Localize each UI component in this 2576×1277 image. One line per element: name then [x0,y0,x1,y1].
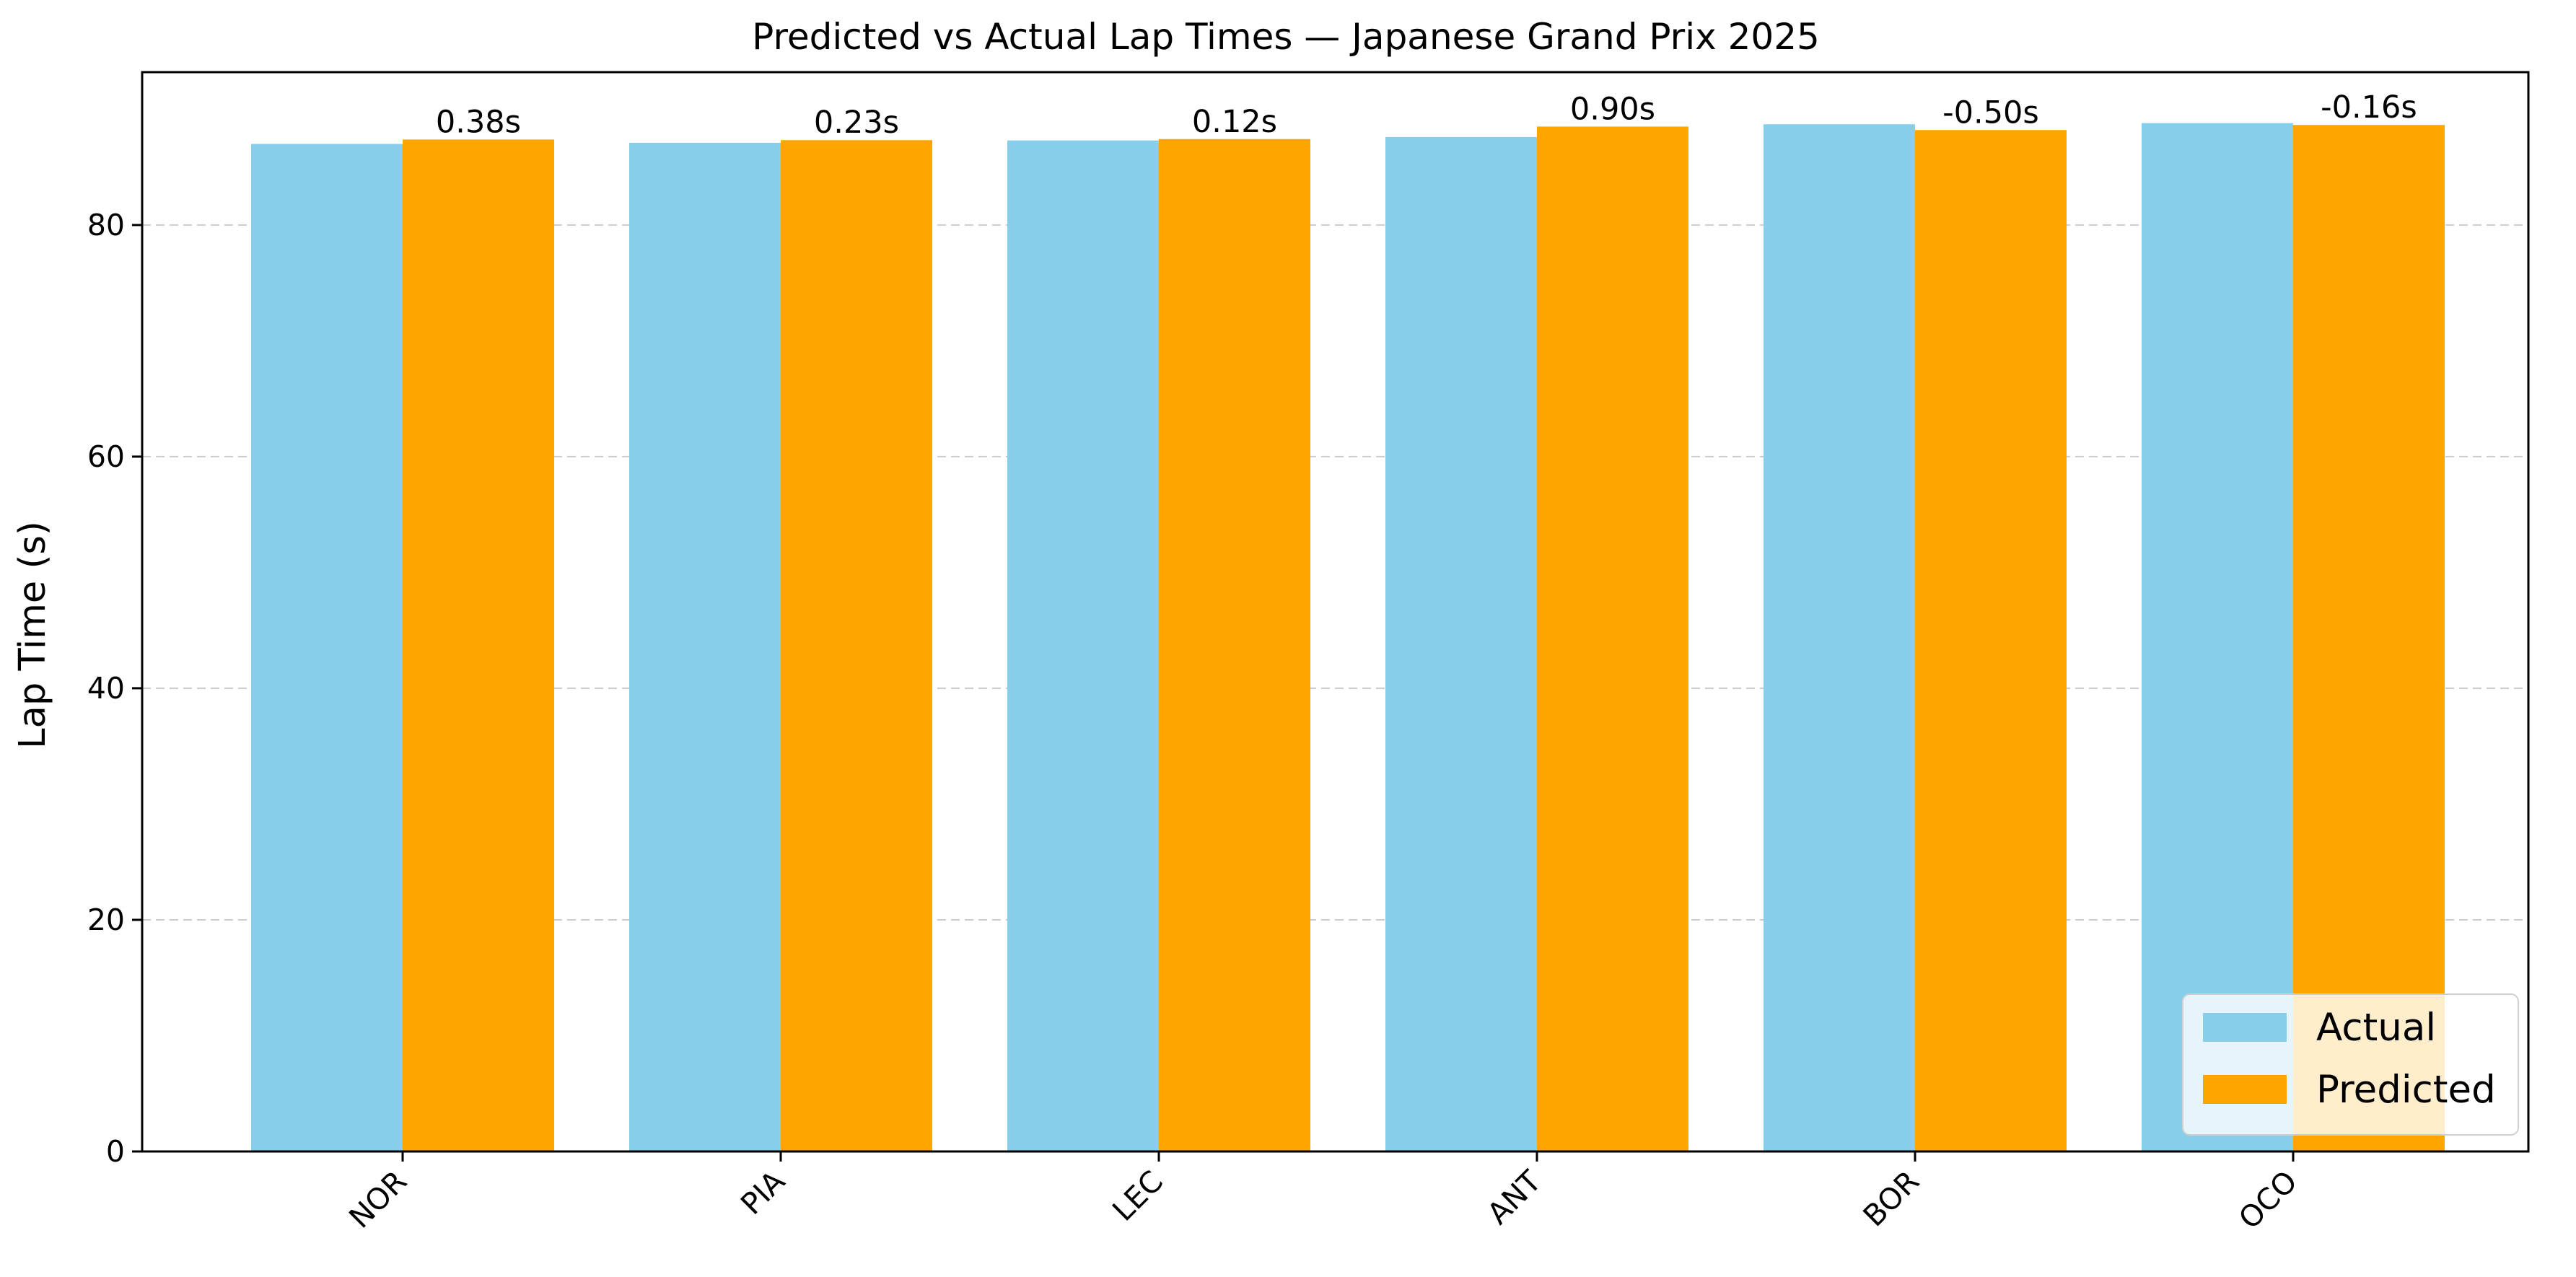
bar-predicted-oco [2293,125,2445,1152]
y-tick-label-0: 0 [106,1134,125,1169]
legend: Actual Predicted [2182,993,2519,1136]
bar-predicted-ant [1537,126,1688,1152]
x-tick-label-oco: OCO [2232,1164,2304,1236]
data-label-bor: -0.50s [1942,95,2039,131]
x-tick-label-nor: NOR [342,1164,413,1235]
bar-predicted-nor [403,139,554,1152]
x-tick-label-ant: ANT [1481,1163,1548,1231]
bar-predicted-lec [1159,139,1310,1151]
data-label-nor: 0.38s [436,104,521,140]
bar-actual-oco [2142,123,2293,1152]
bar-actual-pia [629,142,781,1151]
bar-predicted-bor [1915,130,2067,1151]
bar-actual-nor [251,144,403,1152]
x-tick-label-pia: PIA [734,1164,792,1221]
x-axis-ticks: NOR PIA LEC ANT BOR OCO [342,1151,2304,1236]
data-label-oco: -0.16s [2321,89,2417,126]
y-axis-ticks: 0 20 40 60 80 [87,208,142,1169]
data-label-ant: 0.90s [1570,91,1655,127]
y-axis-label: Lap Time (s) [12,521,54,749]
legend-label-actual: Actual [2316,1006,2436,1050]
bar-actual-lec [1007,140,1159,1151]
bar-actual-ant [1385,136,1537,1151]
legend-label-predicted: Predicted [2316,1068,2496,1112]
plot-frame [141,71,2530,1153]
legend-swatch-actual [2203,1013,2287,1042]
x-tick-label-lec: LEC [1105,1164,1170,1228]
bar-actual-bor [1764,124,1915,1151]
data-label-lec: 0.12s [1192,104,1277,140]
y-tick-label-40: 40 [87,671,125,706]
bars [251,123,2445,1152]
y-tick-label-60: 60 [87,439,125,474]
data-labels: 0.38s 0.23s 0.12s 0.90s -0.50s -0.16s [436,89,2417,141]
chart-title: Predicted vs Actual Lap Times — Japanese… [752,16,1820,58]
bar-predicted-pia [781,140,932,1152]
legend-swatch-predicted [2203,1075,2287,1104]
y-tick-label-80: 80 [87,208,125,242]
x-tick-label-bor: BOR [1857,1164,1926,1233]
y-tick-label-20: 20 [87,903,125,937]
data-label-pia: 0.23s [814,105,899,141]
